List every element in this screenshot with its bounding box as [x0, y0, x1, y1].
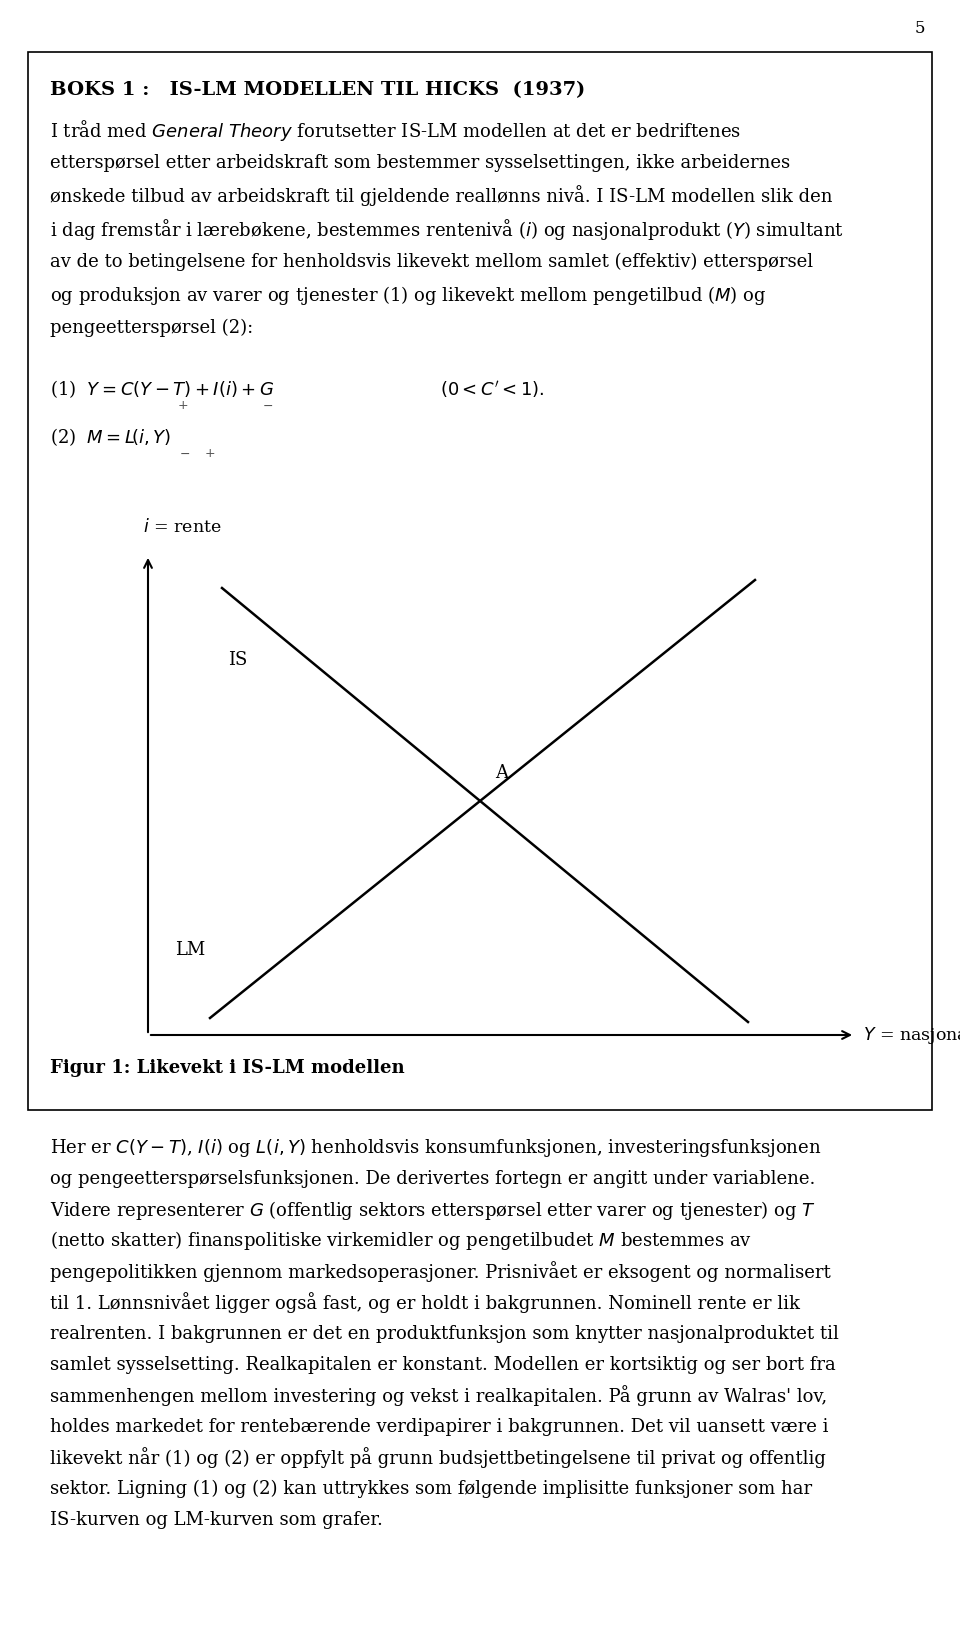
Text: sektor. Ligning (1) og (2) kan uttrykkes som følgende implisitte funksjoner som : sektor. Ligning (1) og (2) kan uttrykkes… [50, 1479, 812, 1499]
Text: realrenten. I bakgrunnen er det en produktfunksjon som knytter nasjonalproduktet: realrenten. I bakgrunnen er det en produ… [50, 1324, 839, 1342]
Text: $(0 < C' < 1).$: $(0 < C' < 1).$ [440, 378, 544, 399]
Text: LM: LM [175, 942, 205, 959]
Text: pengeetterspørsel (2):: pengeetterspørsel (2): [50, 319, 253, 337]
Text: samlet sysselsetting. Realkapitalen er konstant. Modellen er kortsiktig og ser b: samlet sysselsetting. Realkapitalen er k… [50, 1355, 836, 1373]
Text: og pengeetterspørselsfunksjonen. De derivertes fortegn er angitt under variablen: og pengeetterspørselsfunksjonen. De deri… [50, 1170, 815, 1188]
Text: I tråd med $\mathit{General\ Theory}$ forutsetter IS-LM modellen at det er bedri: I tråd med $\mathit{General\ Theory}$ fo… [50, 117, 741, 142]
Text: (netto skatter) finanspolitiske virkemidler og pengetilbudet $M$ bestemmes av: (netto skatter) finanspolitiske virkemid… [50, 1230, 752, 1253]
Text: $+$: $+$ [178, 399, 188, 412]
Text: $+$: $+$ [204, 446, 216, 459]
Text: (1)  $Y = C(Y - T) + I(i) + G$: (1) $Y = C(Y - T) + I(i) + G$ [50, 378, 275, 401]
Bar [28, 52, 932, 1109]
Text: pengepolitikken gjennom markedsoperasjoner. Prisnivået er eksogent og normaliser: pengepolitikken gjennom markedsoperasjon… [50, 1261, 830, 1282]
Text: likevekt når (1) og (2) er oppfylt på grunn budsjettbetingelsene til privat og o: likevekt når (1) og (2) er oppfylt på gr… [50, 1448, 826, 1468]
Text: etterspørsel etter arbeidskraft som bestemmer sysselsettingen, ikke arbeidernes: etterspørsel etter arbeidskraft som best… [50, 155, 790, 173]
Text: $Y$ = nasjonalprodukt: $Y$ = nasjonalprodukt [863, 1025, 960, 1046]
Text: holdes markedet for rentebærende verdipapirer i bakgrunnen. Det vil uansett være: holdes markedet for rentebærende verdipa… [50, 1417, 828, 1437]
Text: A: A [495, 764, 509, 782]
Text: ønskede tilbud av arbeidskraft til gjeldende reallønns nivå. I IS-LM modellen sl: ønskede tilbud av arbeidskraft til gjeld… [50, 186, 832, 207]
Text: Figur 1: Likevekt i IS-LM modellen: Figur 1: Likevekt i IS-LM modellen [50, 1059, 404, 1077]
Text: (2)  $M = L\!\left(i, Y\right)$: (2) $M = L\!\left(i, Y\right)$ [50, 427, 172, 448]
Text: BOKS 1 :   IS-LM MODELLEN TIL HICKS  (1937): BOKS 1 : IS-LM MODELLEN TIL HICKS (1937) [50, 81, 586, 99]
Text: sammenhengen mellom investering og vekst i realkapitalen. På grunn av Walras' lo: sammenhengen mellom investering og vekst… [50, 1386, 828, 1406]
Text: IS-kurven og LM-kurven som grafer.: IS-kurven og LM-kurven som grafer. [50, 1512, 383, 1530]
Text: $-$: $-$ [262, 399, 274, 412]
Text: $-$: $-$ [180, 446, 191, 459]
Text: av de to betingelsene for henholdsvis likevekt mellom samlet (effektiv) etterspø: av de to betingelsene for henholdsvis li… [50, 252, 813, 270]
Text: og produksjon av varer og tjenester (1) og likevekt mellom pengetilbud ($M$) og: og produksjon av varer og tjenester (1) … [50, 283, 766, 306]
Text: Videre representerer $G$ (offentlig sektors etterspørsel etter varer og tjeneste: Videre representerer $G$ (offentlig sekt… [50, 1199, 816, 1222]
Text: i dag fremstår i lærebøkene, bestemmes rentenivå ($i$) og nasjonalprodukt ($Y$) : i dag fremstår i lærebøkene, bestemmes r… [50, 217, 844, 241]
Text: $i$ = rente: $i$ = rente [143, 518, 222, 536]
Text: Her er $C(Y-T)$, $I(i)$ og $L(i,Y)$ henholdsvis konsumfunksjonen, investeringsfu: Her er $C(Y-T)$, $I(i)$ og $L(i,Y)$ henh… [50, 1137, 822, 1158]
Text: IS: IS [228, 652, 248, 670]
Text: til 1. Lønnsnivået ligger også fast, og er holdt i bakgrunnen. Nominell rente er: til 1. Lønnsnivået ligger også fast, og … [50, 1292, 800, 1313]
Text: 5: 5 [915, 20, 925, 36]
